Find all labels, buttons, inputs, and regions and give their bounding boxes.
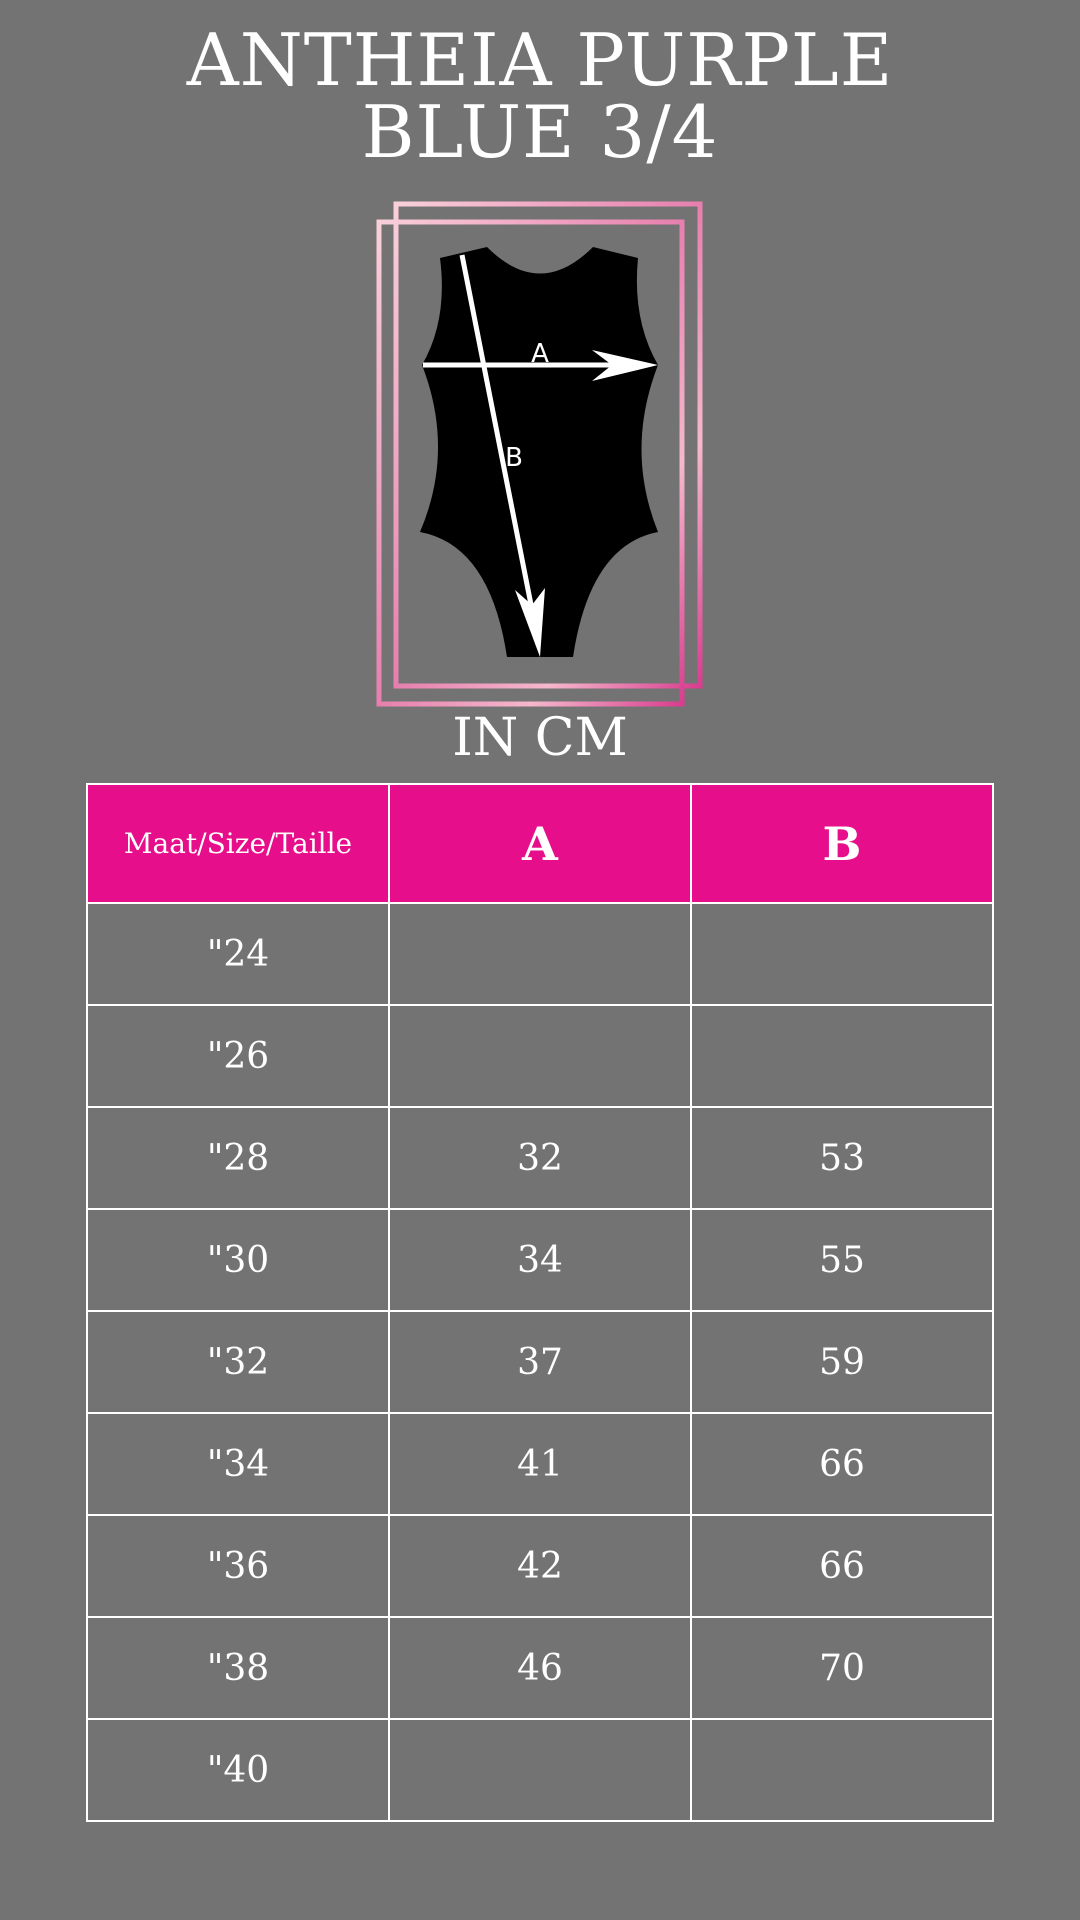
table-row: "36 42 66	[86, 1514, 994, 1618]
size-table: Maat/Size/Taille A B "24 "26 "28 32 53 "30 34 5…	[86, 783, 994, 1822]
cell-size: "30	[86, 1208, 390, 1312]
cell-size: "26	[86, 1004, 390, 1108]
cell-b: 53	[690, 1106, 994, 1210]
cell-size: "38	[86, 1616, 390, 1720]
cell-a	[388, 1718, 692, 1822]
cell-b	[690, 902, 994, 1006]
header-a: A	[388, 783, 692, 904]
cell-size: "32	[86, 1310, 390, 1414]
cell-b: 70	[690, 1616, 994, 1720]
cell-size: "36	[86, 1514, 390, 1618]
cell-b: 66	[690, 1412, 994, 1516]
frame-front	[376, 219, 685, 707]
table-row: "30 34 55	[86, 1208, 994, 1312]
table-row: "40	[86, 1718, 994, 1822]
unit-label: IN CM	[452, 708, 628, 768]
cell-size: "40	[86, 1718, 390, 1822]
cell-a: 34	[388, 1208, 692, 1312]
arrow-a-icon	[423, 350, 658, 381]
label-a: A	[531, 339, 549, 369]
cell-size: "34	[86, 1412, 390, 1516]
header-b: B	[690, 783, 994, 904]
header-size: Maat/Size/Taille	[86, 783, 390, 904]
page-title-line2: BLUE 3/4	[361, 90, 719, 174]
cell-b: 66	[690, 1514, 994, 1618]
cell-b	[690, 1718, 994, 1822]
cell-a: 41	[388, 1412, 692, 1516]
cell-size: "28	[86, 1106, 390, 1210]
table-row: "38 46 70	[86, 1616, 994, 1720]
cell-a: 37	[388, 1310, 692, 1414]
cell-a: 46	[388, 1616, 692, 1720]
label-b: B	[505, 443, 523, 473]
cell-b: 59	[690, 1310, 994, 1414]
cell-b: 55	[690, 1208, 994, 1312]
cell-a: 42	[388, 1514, 692, 1618]
table-row: "26	[86, 1004, 994, 1108]
cell-a	[388, 1004, 692, 1108]
arrow-b-icon	[459, 254, 545, 657]
bodysuit-silhouette	[420, 247, 658, 657]
cell-a	[388, 902, 692, 1006]
table-row: "28 32 53	[86, 1106, 994, 1210]
page-title-line1: ANTHEIA PURPLE	[186, 18, 894, 102]
table-row: "32 37 59	[86, 1310, 994, 1414]
table-row: "24	[86, 902, 994, 1006]
table-row: "34 41 66	[86, 1412, 994, 1516]
cell-a: 32	[388, 1106, 692, 1210]
cell-b	[690, 1004, 994, 1108]
cell-size: "24	[86, 902, 390, 1006]
measurement-diagram: A B	[376, 201, 703, 707]
table-header-row: Maat/Size/Taille A B	[86, 783, 994, 904]
frame-back	[393, 201, 703, 689]
